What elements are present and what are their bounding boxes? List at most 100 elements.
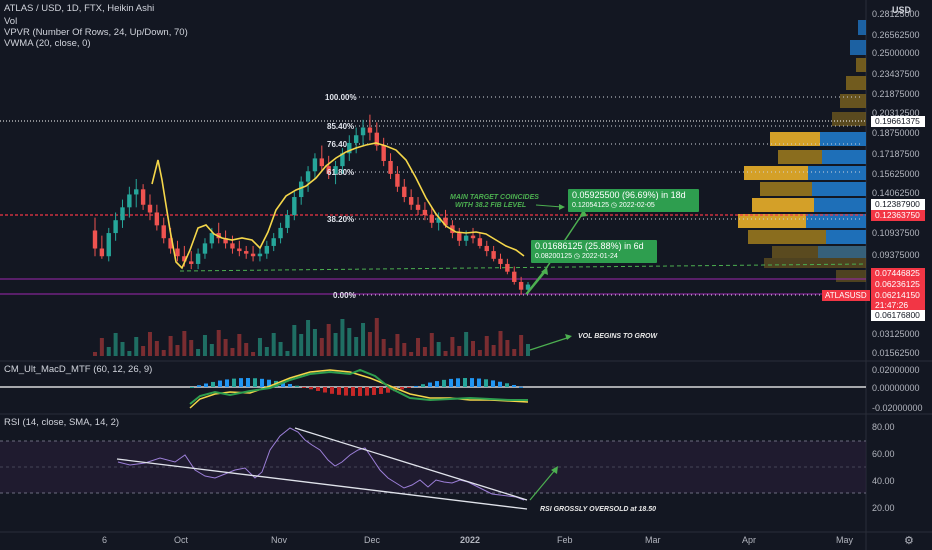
candle-body (230, 243, 235, 249)
candle-body (271, 238, 276, 246)
time-tick: Feb (557, 535, 573, 545)
candle-body (443, 217, 448, 226)
price-tick: 0.21875000 (872, 89, 920, 99)
macd-bar (519, 386, 523, 388)
target-projection-box[interactable]: 0.05925500 (96.69%) in 18d 0.12054125 ◷ … (568, 189, 699, 212)
price-tag-last: 0.06214150 (871, 290, 925, 301)
target-projection-value: 0.05925500 (96.69%) in 18d (572, 190, 686, 200)
volume-bar (443, 351, 448, 356)
price-tick: 0.01562500 (872, 348, 920, 358)
macd-bar (498, 381, 502, 387)
candle-body (195, 253, 201, 264)
volume-bar (429, 333, 434, 356)
short-projection-box[interactable]: 0.01686125 (25.88%) in 6d 0.08200125 ◷ 2… (531, 240, 657, 263)
volume-bar (251, 352, 256, 356)
macd-bar (421, 384, 425, 387)
candle-body (395, 173, 400, 187)
macd-histogram (190, 378, 523, 396)
volume-bar (326, 324, 331, 356)
price-tag-red: 0.07446825 (871, 268, 925, 279)
macd-bar (239, 378, 243, 387)
rsi-tick: 40.00 (872, 476, 895, 486)
vol-indicator-label[interactable]: Vol (4, 16, 18, 27)
macd-tick: -0.02000000 (872, 403, 923, 413)
candle-body (518, 281, 524, 290)
volume-bar (209, 344, 214, 356)
countdown-timer: 21:47:26 (871, 300, 925, 311)
volume-bar (182, 331, 187, 356)
macd-bar (358, 387, 362, 396)
candle-body (477, 238, 483, 246)
time-tick: 2022 (460, 535, 481, 545)
short-projection-sub: 0.08200125 ◷ 2022-01-24 (535, 253, 618, 260)
volume-bar (374, 318, 379, 356)
candle-body (264, 245, 270, 254)
currency-label[interactable]: USD (892, 5, 912, 15)
volume-bar (106, 347, 111, 356)
macd-bar (295, 385, 299, 387)
volume-bar (196, 349, 201, 356)
volume-bar (422, 347, 427, 356)
volume-bar (402, 343, 407, 356)
time-tick: 6 (102, 535, 108, 545)
macd-bar (491, 380, 495, 387)
volume-bar (333, 333, 338, 356)
candle-body (237, 248, 242, 252)
macd-indicator-label[interactable]: CM_Ult_MacD_MTF (60, 12, 26, 9) (4, 364, 153, 375)
macd-bar (407, 387, 411, 388)
macd-bar (351, 387, 355, 396)
macd-bar (323, 387, 327, 393)
candle-body (106, 233, 111, 257)
volume-bar (264, 347, 269, 356)
volume-bar (120, 342, 125, 356)
time-tick: Oct (174, 535, 189, 545)
candle-body (429, 215, 434, 223)
price-tag-red-line: 0.12363750 (871, 210, 925, 221)
volume-bars (93, 318, 530, 356)
fib-0-label: 0.00% (333, 291, 356, 300)
candle-body (92, 230, 98, 249)
fib-382-label: 38.20% (327, 215, 355, 224)
macd-bar (232, 378, 236, 387)
volume-bar (450, 337, 455, 356)
candle-body (326, 166, 331, 174)
price-tick: 0.18750000 (872, 128, 920, 138)
price-tick: 0.14062500 (872, 188, 920, 198)
candle-body (182, 256, 187, 262)
vwma-indicator-label[interactable]: VWMA (20, close, 0) (4, 38, 91, 49)
volume-bar (381, 339, 386, 356)
macd-bar (190, 387, 194, 388)
volume-bar (99, 338, 104, 356)
rsi-indicator-label[interactable]: RSI (14, close, SMA, 14, 2) (4, 417, 120, 428)
fib-854-label: 85.40% (327, 122, 355, 131)
candle-body (285, 215, 290, 228)
candle-body (244, 251, 249, 254)
volume-bar (498, 331, 503, 356)
macd-bar (484, 379, 488, 387)
candle-body (333, 166, 338, 174)
vpvr-indicator-label[interactable]: VPVR (Number Of Rows, 24, Up/Down, 70) (4, 27, 188, 38)
volume-bar (127, 351, 132, 356)
macd-bar (246, 378, 250, 387)
volume-bar (312, 329, 317, 356)
volume-bar (216, 330, 221, 356)
candle-body (278, 227, 283, 239)
candle-body (512, 271, 517, 282)
macd-bar (400, 387, 404, 390)
settings-gear-icon[interactable]: ⚙ (904, 535, 914, 547)
candle-body (305, 171, 311, 182)
macd-bar (442, 379, 446, 387)
macd-bar (456, 378, 460, 387)
candle-body (374, 132, 379, 146)
macd-bar (316, 387, 320, 391)
candle-body (298, 181, 304, 198)
fib-764-label: 76.40 (327, 140, 348, 149)
time-tick: Dec (364, 535, 381, 545)
candle-body (202, 243, 208, 254)
candle-body (134, 189, 139, 195)
macd-bar (211, 381, 215, 387)
candle-body (319, 158, 325, 167)
macd-bar (302, 387, 306, 388)
candle-body (209, 233, 215, 244)
